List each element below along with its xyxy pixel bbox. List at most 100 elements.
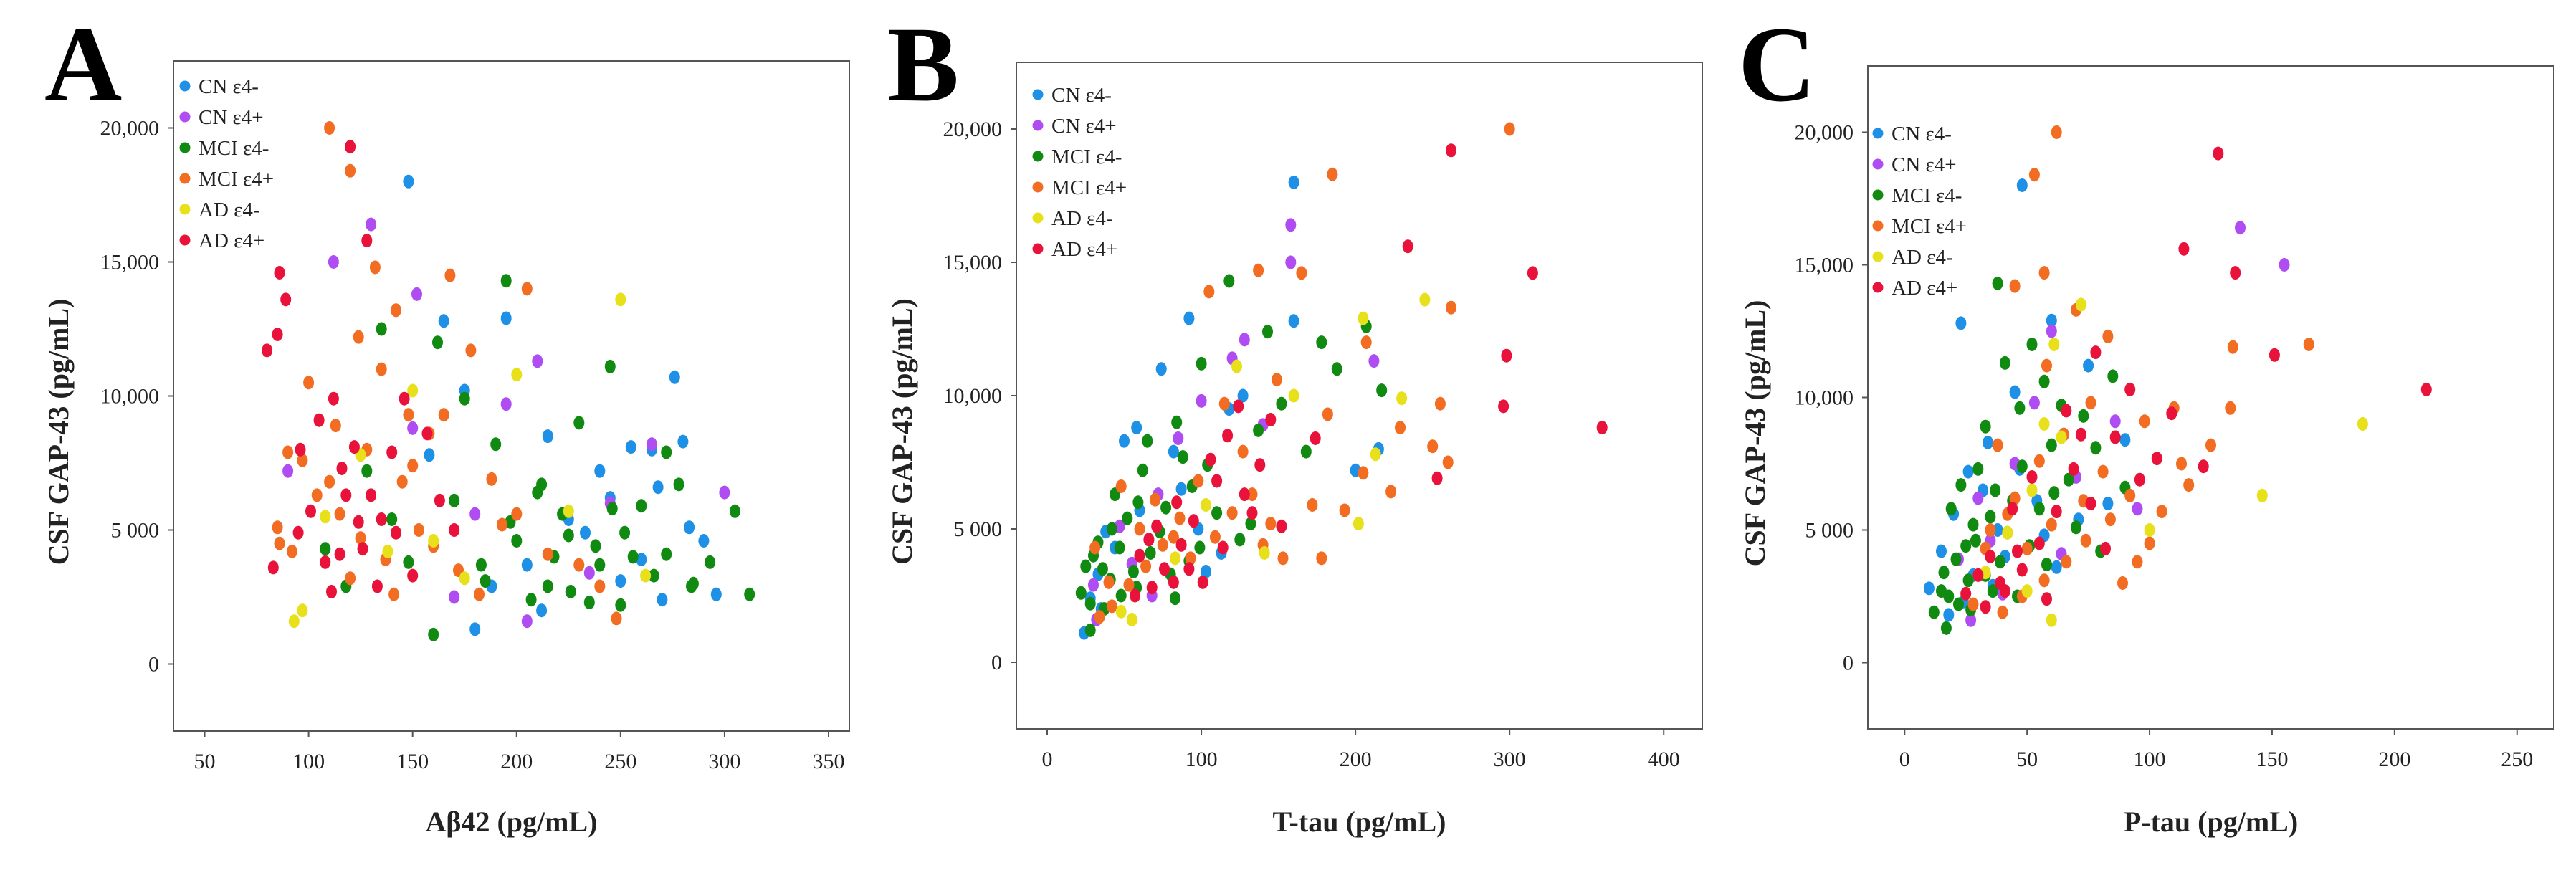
- legend-marker-A: [179, 80, 191, 92]
- data-point-C-s2: [1985, 510, 1996, 524]
- data-point-A-s2: [604, 359, 616, 373]
- data-point-B-s2: [1106, 522, 1117, 536]
- data-point-A-s0: [677, 434, 689, 449]
- data-point-B-s3: [1168, 530, 1179, 544]
- data-point-C-s2: [1987, 584, 1998, 598]
- data-point-C-s2: [2048, 486, 2060, 500]
- data-point-A-s3: [330, 419, 341, 433]
- data-point-A-s5: [345, 140, 356, 154]
- data-point-B-s3: [1237, 444, 1249, 459]
- data-point-A-s0: [652, 480, 664, 495]
- data-point-A-s4: [428, 534, 439, 548]
- data-point-B-s2: [1171, 415, 1183, 429]
- data-point-C-s5: [1985, 550, 1996, 563]
- data-point-C-s1: [2046, 324, 2057, 338]
- data-point-C-s5: [2041, 592, 2052, 606]
- data-point-B-s4: [1126, 613, 1137, 626]
- data-point-C-s5: [1972, 568, 1984, 582]
- data-point-C-s3: [2061, 555, 2072, 569]
- data-point-A-s3: [353, 330, 364, 344]
- data-point-A-s5: [267, 560, 279, 575]
- data-point-B-s3: [1174, 511, 1186, 525]
- data-point-A-s5: [320, 555, 331, 569]
- data-point-C-s2: [1980, 419, 1991, 434]
- data-point-A-s5: [272, 328, 283, 341]
- legend-label-C: AD ε4-: [1892, 246, 1952, 269]
- data-point-C-s2: [1953, 597, 1964, 611]
- data-point-C-s3: [2156, 505, 2167, 519]
- data-point-C-s3: [2132, 555, 2143, 569]
- data-point-B-s5: [1222, 429, 1234, 443]
- x-tick-label-C: 50: [2016, 748, 2038, 771]
- data-point-C-s3: [2038, 266, 2050, 280]
- data-point-A-s5: [328, 391, 339, 406]
- data-point-C-s2: [1990, 483, 2001, 497]
- data-point-C-s3: [2051, 125, 2062, 139]
- data-points-B: [1075, 122, 1608, 640]
- data-point-B-s0: [1155, 362, 1167, 376]
- data-point-B-s2: [1122, 511, 1133, 525]
- data-point-C-s3: [1997, 605, 2008, 619]
- data-point-A-s4: [288, 614, 300, 629]
- data-point-B-s3: [1271, 373, 1282, 387]
- data-point-C-s2: [1928, 605, 1940, 619]
- data-point-B-s5: [1205, 452, 1216, 467]
- y-tick-label-C: 5 000: [1805, 519, 1854, 543]
- panel-letter-A: A: [44, 5, 122, 124]
- y-tick-label-C: 15,000: [1795, 254, 1854, 277]
- data-point-C-s3: [2085, 396, 2096, 410]
- data-point-C-s5: [2016, 563, 2028, 577]
- data-point-C-s5: [2178, 242, 2190, 256]
- data-point-A-s2: [449, 493, 460, 507]
- data-point-A-s0: [580, 525, 591, 540]
- data-point-A-s3: [573, 558, 585, 572]
- data-point-B-s5: [1175, 538, 1187, 552]
- data-point-B-s5: [1431, 471, 1443, 485]
- x-tick-label-C: 200: [2378, 748, 2410, 771]
- data-point-B-s5: [1159, 562, 1170, 576]
- data-point-A-s5: [407, 568, 419, 583]
- data-point-A-s5: [386, 445, 398, 459]
- data-point-B-s3: [1360, 335, 1372, 350]
- data-point-B-s2: [1194, 540, 1206, 555]
- data-point-C-s5: [2012, 544, 2023, 558]
- data-point-B-s3: [1358, 466, 1369, 480]
- data-point-B-s0: [1288, 314, 1299, 328]
- data-point-C-s1: [2028, 396, 2040, 410]
- data-point-B-s4: [1170, 551, 1180, 566]
- x-tick-label-A: 350: [812, 750, 844, 773]
- x-axis-title-B: T-tau (pg/mL): [1273, 806, 1446, 838]
- data-point-B-s2: [1127, 565, 1139, 578]
- data-point-B-s3: [1106, 599, 1117, 614]
- data-point-A-s3: [403, 408, 414, 422]
- data-point-B-s5: [1310, 431, 1321, 445]
- data-point-A-s5: [326, 585, 337, 598]
- data-point-B-s3: [1322, 407, 1333, 421]
- data-point-A-s2: [661, 547, 672, 561]
- data-point-B-s3: [1134, 522, 1145, 536]
- y-tick-label-A: 10,000: [100, 385, 160, 409]
- data-point-C-s2: [1967, 517, 1979, 532]
- legend-marker-B: [1032, 243, 1044, 254]
- data-point-A-s5: [340, 488, 352, 502]
- data-point-A-s2: [661, 445, 672, 459]
- data-point-A-s3: [511, 507, 523, 521]
- data-point-C-s5: [2100, 541, 2111, 555]
- data-point-C-s3: [2028, 168, 2040, 182]
- data-point-A-s2: [573, 416, 585, 430]
- data-point-C-s2: [2038, 374, 2050, 388]
- data-point-A-s0: [521, 558, 533, 572]
- panel-A: A 0 5 000 10,000 15,000 20,000 50 100 150 200 250 3…: [42, 5, 850, 838]
- data-point-A-s4: [382, 544, 393, 558]
- x-tick-label-C: 0: [1899, 748, 1910, 771]
- data-point-C-s1: [2132, 502, 2143, 516]
- data-point-A-s1: [532, 354, 543, 368]
- data-point-B-s3: [1218, 396, 1230, 411]
- data-point-A-s0: [536, 603, 548, 618]
- data-point-B-s4: [1201, 498, 1211, 512]
- panel-letter-C: C: [1738, 5, 1816, 124]
- x-tick-label-B: 100: [1186, 748, 1218, 771]
- plot-frame-C: [1867, 65, 2554, 730]
- data-point-B-s0: [1119, 434, 1130, 448]
- data-point-A-s3: [324, 474, 335, 489]
